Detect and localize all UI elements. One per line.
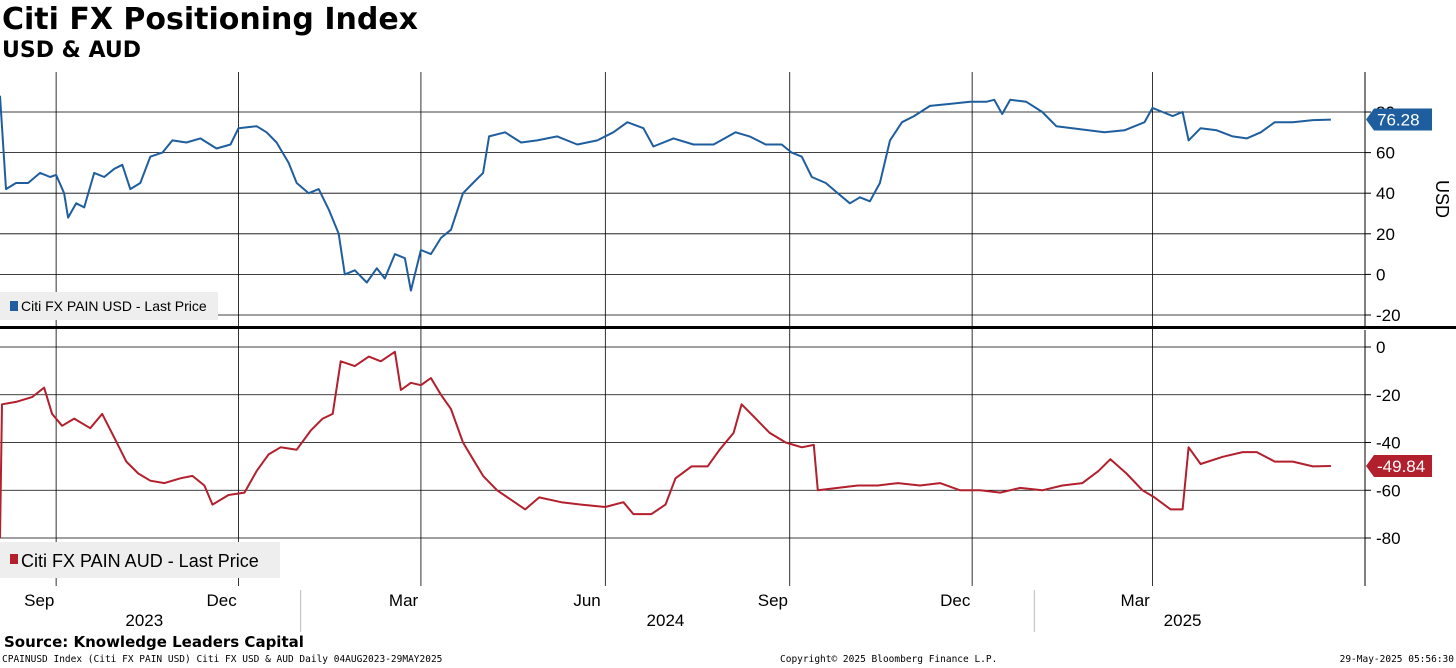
last-value-label: 76.28 (1377, 111, 1420, 130)
y-axis-label: USD (1432, 180, 1452, 218)
ticker-info: CPAINUSD Index (Citi FX PAIN USD) Citi F… (2, 654, 443, 665)
source-note: Source: Knowledge Leaders Capital (4, 633, 304, 651)
year-label: 2024 (647, 611, 685, 630)
aud-series-line (0, 350, 1331, 539)
legend-swatch (10, 301, 18, 311)
x-tick-label: Mar (389, 591, 419, 610)
x-tick-label: Dec (940, 591, 971, 610)
x-tick-label: Sep (24, 591, 54, 610)
y-tick-label: 20 (1376, 225, 1395, 244)
last-value-tag (1366, 454, 1432, 477)
y-tick-label: 40 (1376, 184, 1395, 203)
y-tick-label: -40 (1376, 434, 1401, 453)
y-tick-label: 60 (1376, 144, 1395, 163)
legend-swatch (10, 554, 18, 564)
year-label: 2023 (125, 611, 163, 630)
copyright-note: Copyright© 2025 Bloomberg Finance L.P. (780, 654, 998, 665)
usd-series-line (0, 95, 1331, 292)
y-tick-label: 0 (1376, 338, 1385, 357)
chart-title: Citi FX Positioning Index (2, 2, 419, 37)
x-tick-label: Dec (207, 591, 238, 610)
x-tick-label: Mar (1121, 591, 1151, 610)
y-tick-label: -20 (1376, 306, 1401, 325)
x-tick-label: Sep (758, 591, 788, 610)
x-tick-label: Jun (573, 591, 600, 610)
y-tick-label: -20 (1376, 386, 1401, 405)
timestamp: 29-May-2025 05:56:30 (1339, 654, 1454, 665)
legend-box (0, 292, 218, 320)
legend-label: Citi FX PAIN AUD - Last Price (21, 551, 259, 571)
last-value-tag (1366, 108, 1432, 131)
legend-label: Citi FX PAIN USD - Last Price (21, 298, 207, 314)
legend-box (0, 542, 280, 578)
y-tick-label: -80 (1376, 529, 1401, 548)
y-tick-label: 0 (1376, 265, 1385, 284)
y-tick-label: -60 (1376, 481, 1401, 500)
year-label: 2025 (1164, 611, 1202, 630)
chart-subtitle: USD & AUD (2, 38, 141, 63)
last-value-label: -49.84 (1377, 457, 1425, 476)
